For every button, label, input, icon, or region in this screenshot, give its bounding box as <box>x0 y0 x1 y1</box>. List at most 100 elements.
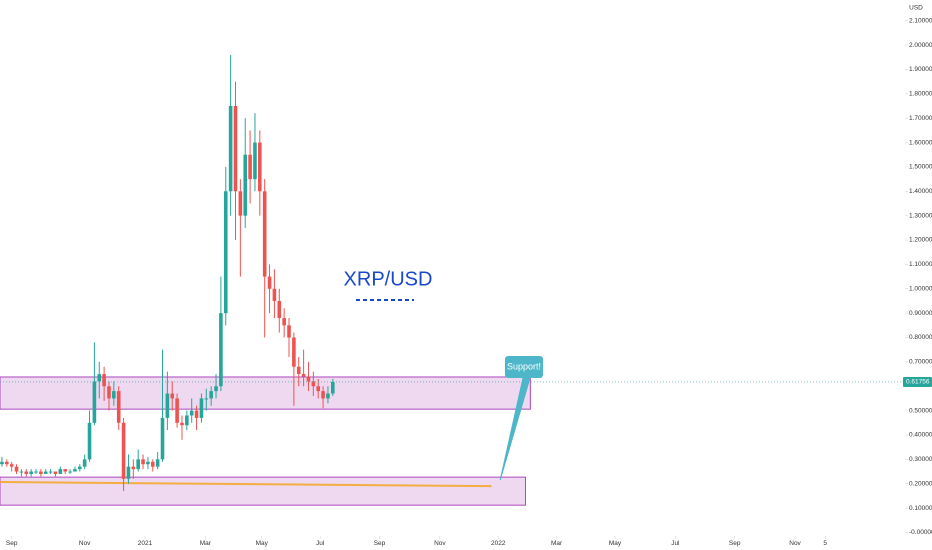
y-tick-label: 0.10000 <box>909 505 932 512</box>
candle-body <box>180 422 184 426</box>
candle-body <box>141 459 145 465</box>
price-axis: 2.10000 2.00000 1.90000 1.80000 1.70000 1.600… <box>6 17 932 547</box>
candle-body <box>14 466 19 472</box>
candle-body <box>238 191 243 216</box>
candle-body <box>258 142 262 192</box>
candle-body <box>58 469 63 474</box>
x-tick-label: Jul <box>316 540 325 547</box>
x-tick-label: May <box>609 540 622 547</box>
y-tick-label: -0.00000 <box>909 529 932 536</box>
y-tick-label: 0.80000 <box>909 334 932 341</box>
candle-body <box>77 466 82 470</box>
candle-body <box>165 393 170 418</box>
candle-body <box>262 191 267 277</box>
candle-body <box>277 300 282 319</box>
x-tick-label: 2021 <box>138 540 153 547</box>
y-tick-label: 0.70000 <box>909 359 932 366</box>
x-tick-label: Mar <box>551 540 563 547</box>
candle-body <box>107 386 111 399</box>
candle-body <box>63 469 67 472</box>
candle-body <box>228 106 233 192</box>
chart-title: XRP/USD <box>344 268 433 290</box>
candle-body <box>136 459 140 470</box>
candle-body <box>39 471 43 474</box>
candle-body <box>112 391 116 399</box>
candle-body <box>92 381 97 423</box>
y-tick-label: 0.50000 <box>909 407 932 414</box>
y-tick-label: 2.10000 <box>909 17 932 24</box>
y-tick-label: 1.60000 <box>909 139 932 146</box>
x-tick-label: May <box>256 540 269 547</box>
candle-body <box>209 391 213 399</box>
candle-body <box>296 366 301 375</box>
candle-body <box>97 374 102 382</box>
candle-body <box>253 142 257 180</box>
candle-body <box>82 459 87 467</box>
candle-body <box>331 381 335 394</box>
candle-body <box>316 386 321 392</box>
candle-body <box>233 106 238 192</box>
candle-body <box>160 417 165 460</box>
candle-body <box>102 374 106 387</box>
candle-body <box>150 461 155 467</box>
support-zone <box>0 476 526 506</box>
candle-body <box>43 471 48 474</box>
y-tick-label: 1.90000 <box>909 66 932 73</box>
x-tick-label: Nov <box>789 540 801 547</box>
candle-body <box>185 415 189 426</box>
candle-body <box>326 393 330 399</box>
y-tick-label: 1.50000 <box>909 164 932 171</box>
zones <box>0 376 531 506</box>
last-price-tag <box>903 376 932 387</box>
y-tick-label: 1.00000 <box>909 285 932 292</box>
candle-body <box>223 191 228 314</box>
candle-body <box>199 398 204 418</box>
candle-body <box>5 461 9 465</box>
candle-body <box>267 276 272 289</box>
y-tick-label: 1.70000 <box>909 115 932 122</box>
x-tick-label: Nov <box>79 540 91 547</box>
y-tick-label: 2.00000 <box>909 42 932 49</box>
x-tick-label: Mar <box>200 540 212 547</box>
candle-body <box>292 337 296 367</box>
x-tick-label: 2022 <box>491 540 506 547</box>
candle-body <box>243 154 248 216</box>
y-tick-label: 1.20000 <box>909 237 932 244</box>
x-tick-label: Nov <box>434 540 446 547</box>
candle-body <box>48 471 53 473</box>
candle-body <box>34 471 38 473</box>
candle-body <box>87 422 92 460</box>
candle-body <box>29 471 33 474</box>
y-tick-label: 1.30000 <box>909 212 932 219</box>
callout-box <box>505 356 543 378</box>
candle-body <box>272 288 277 301</box>
candle-body <box>175 398 179 423</box>
candle-body <box>68 471 72 473</box>
candle-body <box>282 318 286 326</box>
candle-body <box>287 325 291 338</box>
candle-body <box>204 398 209 400</box>
y-tick-label: 1.40000 <box>909 188 932 195</box>
candle-body <box>9 464 14 467</box>
candle-body <box>194 410 199 418</box>
candle-body <box>53 471 58 474</box>
candle-body <box>189 410 194 416</box>
candle-body <box>311 381 316 387</box>
support-zone <box>0 376 531 410</box>
candle-body <box>219 313 223 387</box>
x-tick-label: 5 <box>823 540 827 547</box>
y-tick-label: 1.80000 <box>909 91 932 98</box>
annotations: 0.61756 Support! <box>0 356 932 481</box>
candle-body <box>73 469 77 472</box>
x-tick-label: Sep <box>729 540 741 547</box>
y-tick-label: 0.20000 <box>909 480 932 487</box>
callout-text: Support! <box>507 361 541 371</box>
y-tick-label: 0.90000 <box>909 310 932 317</box>
candle-body <box>146 461 150 465</box>
last-price-label: 0.61756 <box>906 379 930 386</box>
x-tick-label: Sep <box>374 540 386 547</box>
candle-body <box>155 459 160 467</box>
candle-body <box>24 471 29 474</box>
